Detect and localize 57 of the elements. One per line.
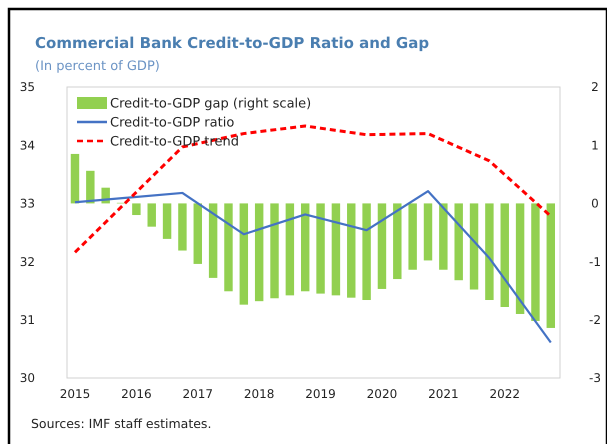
x-tick-label: 2015 xyxy=(60,387,90,401)
y-tick-label: 30 xyxy=(20,371,35,386)
bar xyxy=(439,203,448,270)
y2-tick-label: -2 xyxy=(589,313,601,327)
y-tick-label: 33 xyxy=(20,196,35,211)
chart-subtitle: (In percent of GDP) xyxy=(35,59,160,74)
bar xyxy=(485,203,494,300)
bar xyxy=(132,203,141,216)
x-tick-label: 2016 xyxy=(121,387,152,401)
bar xyxy=(332,203,340,296)
x-tick-label: 2020 xyxy=(366,387,398,401)
bar xyxy=(546,203,556,328)
bar xyxy=(516,203,524,314)
bar xyxy=(500,203,509,307)
x-tick-label: 2021 xyxy=(428,387,459,401)
bar xyxy=(270,203,279,298)
bar xyxy=(70,154,80,204)
x-tick-label: 2017 xyxy=(182,387,214,401)
bar xyxy=(194,203,202,264)
bar xyxy=(408,203,417,270)
bar xyxy=(224,203,233,292)
bar xyxy=(148,203,156,227)
y2-tick-label: 0 xyxy=(591,196,599,211)
legend-label: Credit-to-GDP ratio xyxy=(110,116,234,131)
y2-tick-label: 1 xyxy=(591,138,599,152)
y-tick-label: 32 xyxy=(20,254,35,269)
bar xyxy=(240,203,248,305)
y2-tick-label: -3 xyxy=(589,371,601,386)
bar xyxy=(300,203,310,292)
bar xyxy=(208,203,218,278)
bar xyxy=(424,203,432,260)
bar xyxy=(393,203,402,280)
bar xyxy=(362,203,371,300)
y2-tick-label: -1 xyxy=(589,254,601,269)
bar xyxy=(254,203,264,302)
x-tick-label: 2022 xyxy=(489,387,520,401)
y2-tick-label: 2 xyxy=(591,80,599,94)
bar xyxy=(531,203,540,321)
legend-label: Credit-to-GDP gap (right scale) xyxy=(110,96,312,112)
bar xyxy=(347,203,356,298)
line-series xyxy=(74,190,552,344)
y-tick-label: 34 xyxy=(20,138,35,152)
y-tick-label: 35 xyxy=(20,80,35,94)
bar xyxy=(162,203,172,239)
bar xyxy=(470,203,478,290)
source-note: Sources: IMF staff estimates. xyxy=(31,416,212,431)
x-tick-label: 2019 xyxy=(305,387,336,401)
chart-title: Commercial Bank Credit-to-GDP Ratio and Gap xyxy=(35,34,430,52)
bar xyxy=(86,170,95,204)
bar xyxy=(286,203,294,296)
y-tick-label: 31 xyxy=(20,313,35,327)
bar xyxy=(454,203,463,280)
bar xyxy=(378,203,386,289)
bar xyxy=(316,203,325,294)
bar xyxy=(178,203,187,251)
legend-label: Credit-to-GDP trend xyxy=(110,134,239,150)
x-tick-label: 2018 xyxy=(244,387,274,401)
